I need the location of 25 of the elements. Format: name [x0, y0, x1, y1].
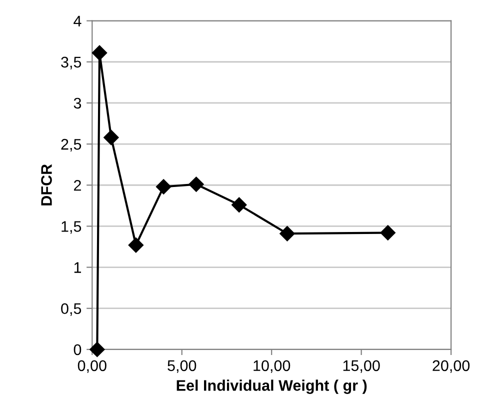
point [232, 197, 247, 212]
point [188, 176, 204, 192]
point [280, 226, 295, 242]
y-tick-label: 3 [74, 98, 82, 109]
y-tick-label: 0 [74, 344, 82, 356]
point [380, 225, 396, 240]
y-tick-label: 2 [74, 180, 81, 191]
x-tick-label: 10,00 [254, 360, 290, 373]
y-tick-label: 4 [74, 16, 82, 26]
point [104, 130, 119, 146]
y-tick-label: 2,5 [61, 138, 82, 152]
point [128, 238, 144, 253]
x-tick-label: 0,00 [78, 360, 106, 373]
x-tick-label: 5,00 [168, 360, 196, 373]
x-tick-label: 20,00 [432, 360, 470, 373]
point [92, 45, 108, 60]
x-tick-label: 15,00 [343, 360, 380, 373]
y-tick-label: 3,5 [61, 56, 82, 70]
x-axis-title: Eel Individual Weight ( gr ) [176, 380, 367, 394]
point [156, 179, 172, 194]
y-tick-label: 1,5 [62, 221, 82, 234]
point [90, 342, 105, 358]
y-axis-title: DFCR [41, 164, 52, 206]
y-tick-label: 1 [74, 262, 81, 273]
y-tick-label: 0,5 [61, 303, 82, 316]
